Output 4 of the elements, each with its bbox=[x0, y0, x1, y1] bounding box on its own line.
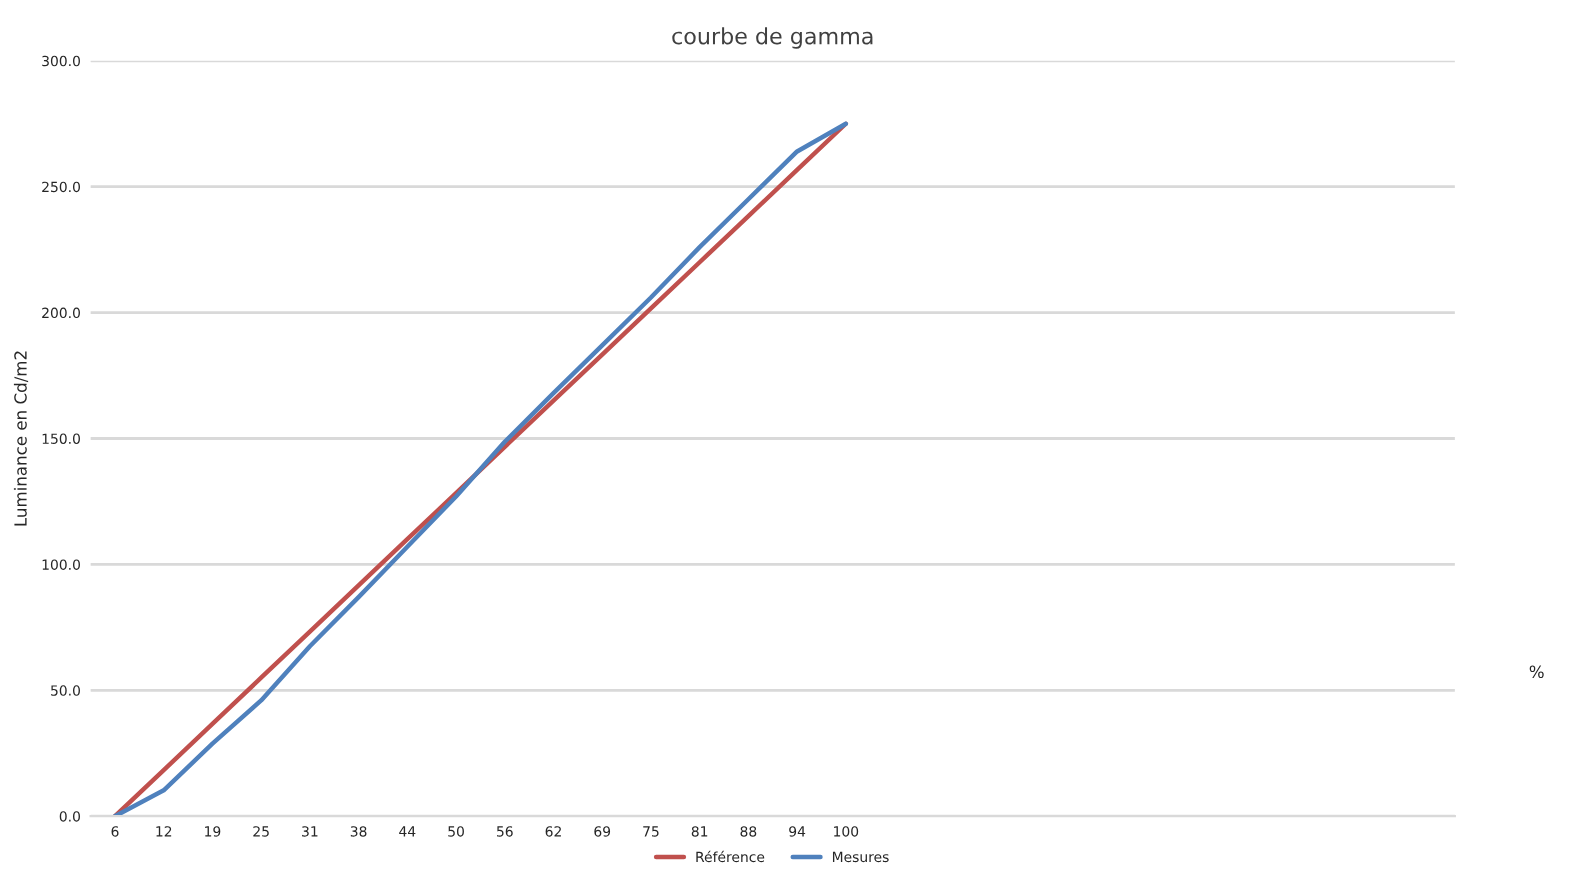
y-axis-title: Luminance en Cd/m2 bbox=[13, 351, 29, 526]
line-series bbox=[112, 121, 849, 817]
chart-title: courbe de gamma bbox=[672, 27, 873, 49]
x-axis-title: % bbox=[1529, 665, 1544, 679]
